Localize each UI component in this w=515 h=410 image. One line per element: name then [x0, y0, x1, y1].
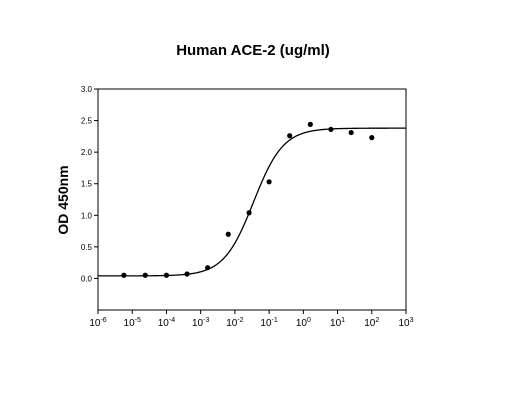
x-tick-label-4: 10-2: [226, 317, 243, 329]
data-point-8: [287, 133, 293, 139]
y-axis-label: OD 450nm: [55, 165, 71, 234]
plot-frame: [97, 88, 407, 311]
x-tick-label-5: 10-1: [260, 317, 277, 329]
data-point-9: [307, 121, 313, 127]
x-tick-base-1: 10: [124, 318, 136, 329]
x-tick-exp-9: 3: [410, 317, 414, 324]
x-tick-label-8: 102: [364, 317, 379, 329]
fit-curve: [98, 127, 406, 277]
data-points: [121, 121, 375, 278]
x-tick-exp-3: -3: [203, 317, 209, 324]
x-tick-base-9: 10: [398, 318, 410, 329]
y-tick-label-4: 2.0: [81, 148, 93, 157]
y-tick-label-5: 2.5: [81, 117, 93, 126]
data-point-1: [142, 272, 148, 278]
data-point-6: [246, 210, 252, 216]
x-tick-exp-4: -2: [237, 317, 243, 324]
x-tick-label-1: 10-5: [124, 317, 141, 329]
y-tick-label-6: 3.0: [81, 85, 93, 94]
x-tick-exp-5: -1: [272, 317, 278, 324]
data-point-11: [348, 129, 354, 136]
x-tick-base-6: 10: [296, 318, 308, 329]
x-tick-label-2: 10-4: [158, 317, 175, 329]
x-tick-base-8: 10: [364, 318, 376, 329]
x-tick-exp-8: 2: [375, 317, 379, 324]
data-point-4: [205, 265, 211, 271]
y-tick-label-1: 0.5: [81, 243, 93, 252]
x-tick-label-7: 101: [330, 317, 345, 329]
y-tick-label-2: 1.0: [81, 211, 93, 220]
x-tick-label-3: 10-3: [192, 317, 209, 329]
x-tick-exp-6: 0: [307, 317, 311, 324]
data-point-5: [225, 231, 231, 237]
x-tick-base-3: 10: [192, 318, 204, 329]
x-tick-label-6: 100: [296, 317, 311, 329]
chart-title: Human ACE-2 (ug/ml): [176, 42, 330, 59]
data-point-12: [369, 135, 375, 141]
x-tick-base-4: 10: [226, 318, 238, 329]
y-tick-label-0: 0.0: [81, 274, 93, 283]
x-tick-base-2: 10: [158, 318, 170, 329]
data-point-0: [121, 272, 127, 278]
data-point-10: [328, 126, 334, 133]
x-tick-base-5: 10: [260, 318, 272, 329]
x-tick-exp-1: -5: [135, 317, 141, 324]
data-point-2: [163, 272, 170, 278]
y-tick-label-3: 1.5: [81, 180, 93, 189]
x-tick-label-0: 10-6: [89, 317, 106, 329]
x-tick-exp-2: -4: [169, 317, 175, 324]
data-point-7: [266, 179, 272, 185]
data-point-3: [184, 271, 190, 277]
x-tick-label-9: 103: [398, 317, 413, 329]
x-tick-base-0: 10: [89, 318, 101, 329]
y-axis-ticks: 0.0 0.5 1.0 1.5 2.0 2.5 3.0: [81, 85, 98, 283]
x-tick-base-7: 10: [330, 318, 342, 329]
x-axis-ticks: 10-6 10-5 10-4 10-3 10-2 10-1 100 101 102 103: [89, 310, 414, 329]
x-tick-exp-0: -6: [100, 317, 106, 324]
x-tick-exp-7: 1: [341, 317, 345, 324]
